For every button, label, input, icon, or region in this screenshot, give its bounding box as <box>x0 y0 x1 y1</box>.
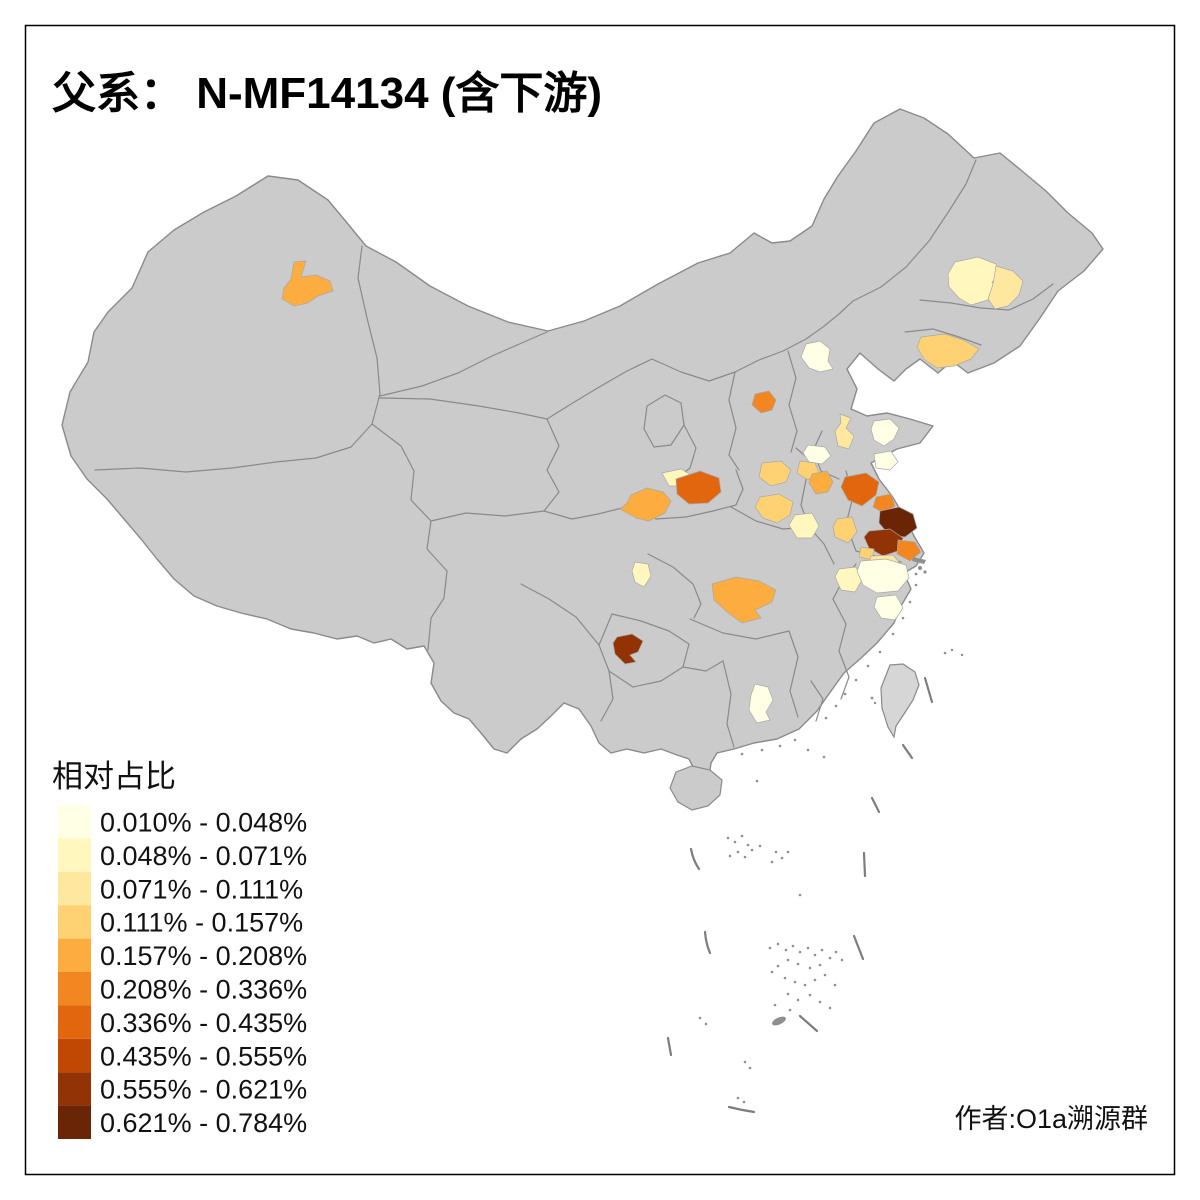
region-east-anhui <box>832 516 858 544</box>
region-north-henan <box>758 460 792 487</box>
region-east-of-harbin <box>987 265 1024 310</box>
region-north-anhui <box>808 470 834 495</box>
region-east-zhejiang <box>873 594 904 621</box>
region-south-anhui <box>834 566 863 593</box>
legend-swatch-2 <box>58 838 91 872</box>
legend-label-10: 0.621% - 0.784% <box>100 1108 307 1138</box>
region-northeast-jiangsu <box>873 450 899 471</box>
region-central-sichuan <box>631 561 652 588</box>
taiwan-island <box>880 663 920 739</box>
region-north-xinjiang <box>281 260 334 307</box>
region-southeast-gansu <box>619 487 672 522</box>
coastal-islets <box>740 583 964 756</box>
legend-swatch-7 <box>58 1005 91 1039</box>
region-central-shaanxi <box>675 470 722 505</box>
region-east-shandong <box>870 418 900 447</box>
region-southeast-jiangsu <box>896 539 922 562</box>
legend-swatch-6 <box>58 972 91 1006</box>
hainan-island <box>669 765 723 811</box>
legend-label-3: 0.071% - 0.111% <box>100 874 303 904</box>
legend-label-8: 0.435% - 0.555% <box>100 1041 307 1071</box>
region-west-shandong <box>834 413 855 450</box>
region-south-hubei <box>711 576 777 624</box>
region-north-guizhou <box>612 633 644 665</box>
legend-label-2: 0.048% - 0.071% <box>100 841 307 871</box>
legend-label-6: 0.208% - 0.336% <box>100 975 307 1005</box>
region-central-henan <box>754 493 794 524</box>
legend-swatch-3 <box>58 871 91 906</box>
region-southwest-shandong <box>802 444 832 465</box>
legend-swatch-8 <box>58 1038 91 1073</box>
legend-swatch-4 <box>58 905 91 939</box>
region-central-anhui <box>788 512 820 539</box>
shanghai-islets <box>912 557 927 576</box>
figure-title: 父系： N-MF14134 (含下游) <box>52 69 602 118</box>
legend-label-4: 0.111% - 0.157% <box>100 908 303 938</box>
islands <box>669 557 964 811</box>
legend: 相对占比 0.010% - 0.048% 0.048% - 0.071% 0.0… <box>52 759 307 1139</box>
legend-swatch-5 <box>58 938 91 972</box>
choropleth-regions <box>281 256 1024 724</box>
legend-swatch-9 <box>58 1072 91 1106</box>
attribution: 作者:O1a溯源群 <box>954 1104 1148 1134</box>
legend-label-7: 0.336% - 0.435% <box>100 1008 307 1038</box>
legend-title: 相对占比 <box>52 759 176 794</box>
legend-label-1: 0.010% - 0.048% <box>100 808 307 838</box>
legend-swatch-1 <box>58 805 91 839</box>
legend-label-9: 0.555% - 0.621% <box>100 1075 307 1105</box>
region-central-shanxi <box>751 390 777 414</box>
region-northwest-jiangsu <box>840 472 880 507</box>
south-china-sea-islands <box>698 748 844 1104</box>
region-north-zhejiang <box>856 558 910 594</box>
region-central-guangdong <box>748 683 774 724</box>
nine-dash-line <box>666 676 934 1114</box>
region-beijing <box>800 340 834 373</box>
legend-swatch-10 <box>58 1105 91 1139</box>
region-south-liaoning <box>916 333 980 369</box>
legend-label-5: 0.157% - 0.208% <box>100 941 307 971</box>
